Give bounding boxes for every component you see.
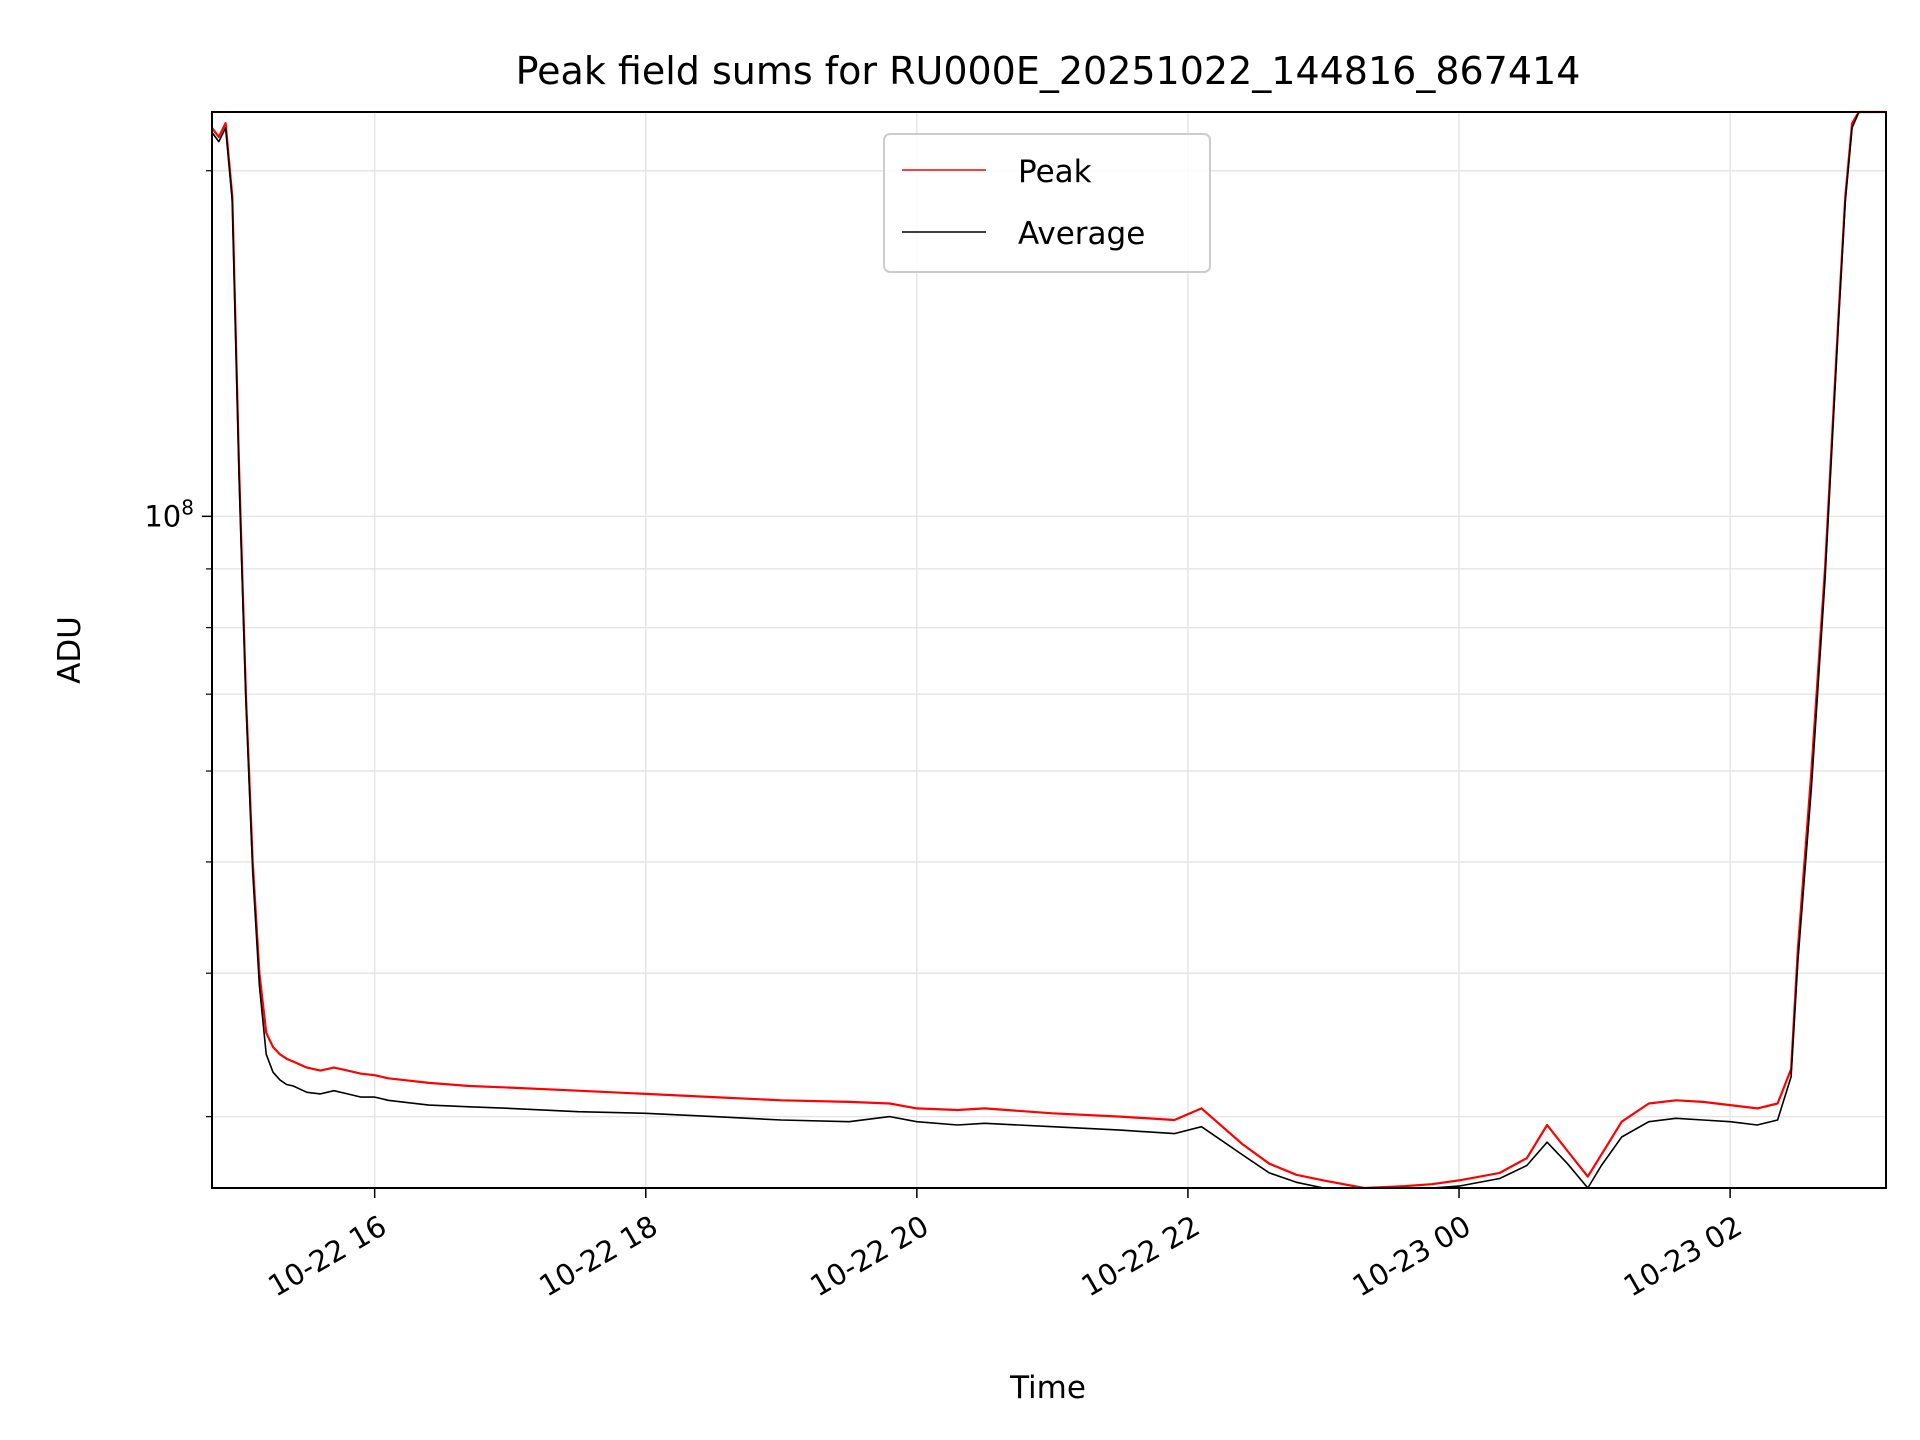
series-line-average (211, 111, 1886, 1189)
series-line-peak (211, 110, 1886, 1190)
legend: Peak Average (883, 133, 1211, 273)
y-axis: 108 (144, 170, 212, 1118)
plot-frame (211, 111, 1887, 1189)
x-axis-label: Time (1009, 1370, 1086, 1406)
legend-label-average: Average (1018, 216, 1145, 252)
y-axis-label: ADU (52, 616, 88, 684)
legend-box (883, 133, 1211, 273)
y-tick-label: 108 (144, 495, 194, 533)
chart-title: Peak field sums for RU000E_20251022_1448… (516, 49, 1581, 93)
series-group (211, 110, 1886, 1190)
legend-label-peak: Peak (1018, 154, 1092, 190)
